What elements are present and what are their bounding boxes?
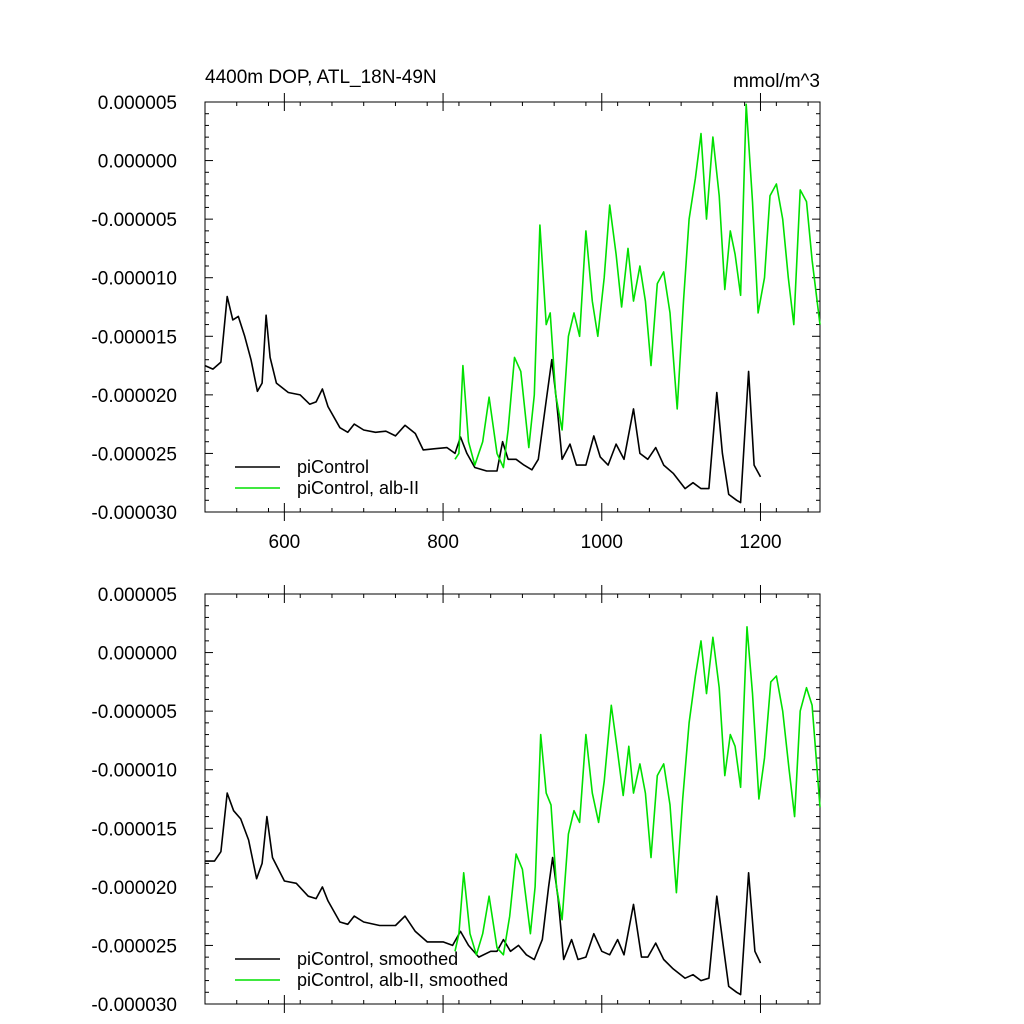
y-tick-label: -0.000015 xyxy=(91,327,177,348)
x-tick-label: 800 xyxy=(427,532,459,553)
x-axis: 600 800 1000 1200 xyxy=(204,93,809,553)
top-panel: 4400m DOP, ATL_18N-49N mmol/m^3 0.000005… xyxy=(91,67,821,553)
y-tick-label: 0.000000 xyxy=(98,644,177,665)
y-tick-label: -0.000010 xyxy=(91,269,177,290)
y-tick-label: -0.000030 xyxy=(91,503,177,524)
y-axis: 0.000005 0.000000 -0.000005 -0.000010 -0.000… xyxy=(91,585,820,1016)
y-tick-label: -0.000025 xyxy=(91,444,177,465)
y-tick-label: -0.000005 xyxy=(91,702,177,723)
series-line-1 xyxy=(454,626,821,956)
y-tick-label: -0.000020 xyxy=(91,386,177,407)
x-tick-label: 600 xyxy=(269,532,301,553)
y-tick-label: 0.000005 xyxy=(98,585,177,606)
legend-label: piControl, alb-II xyxy=(297,478,419,498)
plot-frame xyxy=(204,593,821,1005)
legend-label: piControl, alb-II, smoothed xyxy=(297,970,508,990)
series-line-0 xyxy=(205,792,762,996)
units-label: mmol/m^3 xyxy=(733,71,820,92)
y-tick-label: -0.000005 xyxy=(91,210,177,231)
bottom-panel: 0.000005 0.000000 -0.000005 -0.000010 -0.000… xyxy=(91,585,821,1016)
y-tick-label: 0.000000 xyxy=(98,152,177,173)
y-tick-label: -0.000025 xyxy=(91,936,177,957)
x-tick-label: 1000 xyxy=(581,532,623,553)
y-tick-label: -0.000020 xyxy=(91,878,177,899)
y-tick-label: -0.000010 xyxy=(91,761,177,782)
x-tick-label: 1200 xyxy=(739,532,781,553)
legend-label: piControl, smoothed xyxy=(297,949,458,969)
y-tick-label: -0.000015 xyxy=(91,819,177,840)
series-line-0 xyxy=(204,295,762,504)
series-line-1 xyxy=(454,103,821,469)
series-lines xyxy=(205,626,821,996)
y-tick-label: -0.000030 xyxy=(91,995,177,1016)
plot-frame xyxy=(204,101,821,513)
chart-title: 4400m DOP, ATL_18N-49N xyxy=(205,67,437,88)
y-tick-label: 0.000005 xyxy=(98,93,177,114)
y-axis: 0.000005 0.000000 -0.000005 -0.000010 -0.000… xyxy=(91,93,820,524)
series-lines xyxy=(204,103,821,504)
x-axis xyxy=(204,585,809,1013)
legend-label: piControl xyxy=(297,457,369,477)
